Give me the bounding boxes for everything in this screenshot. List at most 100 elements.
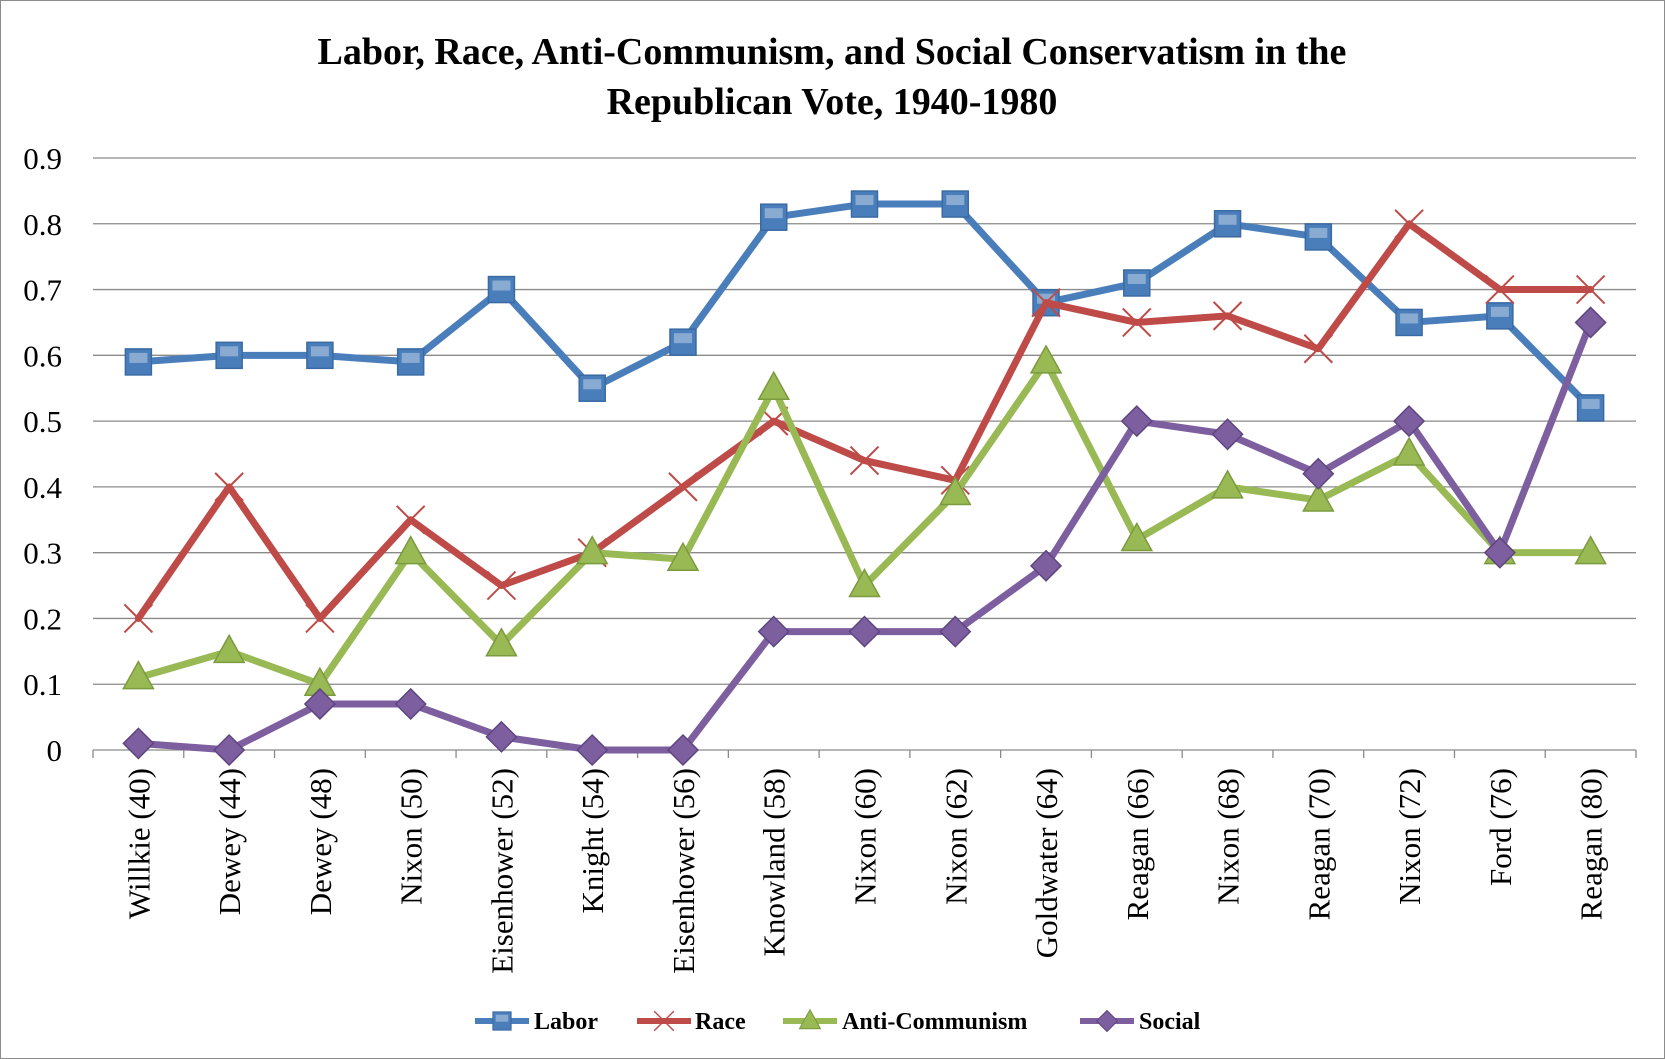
- data-point-marker: [124, 348, 153, 376]
- data-point-marker: [576, 733, 609, 767]
- series-social: [122, 306, 1607, 767]
- data-point-marker: [1211, 469, 1244, 499]
- legend-item-anti-communism: Anti-Communism: [783, 1008, 1027, 1035]
- data-point-marker: [1394, 209, 1424, 239]
- chart-title-line-1: Labor, Race, Anti-Communism, and Social …: [318, 31, 1347, 73]
- series-line: [134, 200, 1595, 412]
- data-point-marker: [1122, 307, 1152, 338]
- series-line: [134, 318, 1595, 754]
- x-tick-label: Eisenhower (52): [484, 768, 519, 974]
- data-point-marker: [1486, 302, 1514, 330]
- data-point-marker: [1120, 521, 1154, 552]
- data-point-marker: [941, 190, 970, 218]
- data-point-marker: [123, 603, 154, 634]
- data-point-marker: [492, 1011, 512, 1031]
- data-point-marker: [395, 505, 426, 535]
- data-point-marker: [938, 475, 972, 506]
- data-point-marker: [575, 535, 609, 565]
- x-tick-label: Eisenhower (56): [666, 768, 701, 974]
- legend: Labor Race Anti-Communism Social: [475, 1008, 1201, 1035]
- data-point-marker: [1485, 274, 1515, 305]
- data-point-marker: [757, 370, 791, 400]
- legend-label: Labor: [534, 1009, 598, 1035]
- x-tick-label: Reagan (70): [1301, 768, 1336, 920]
- chart-title-line-2: Republican Vote, 1940-1980: [607, 81, 1058, 123]
- data-point-marker: [1574, 306, 1607, 339]
- y-tick-label: 0.9: [23, 141, 62, 176]
- y-tick-label: 0.6: [23, 338, 62, 373]
- data-point-marker: [666, 733, 700, 767]
- data-point-marker: [1575, 274, 1606, 305]
- y-tick-label: 0.2: [23, 601, 62, 636]
- legend-marker: [1095, 1009, 1119, 1033]
- x-tick-label: Goldwater (64): [1029, 768, 1064, 958]
- data-point-marker: [653, 1010, 675, 1032]
- data-point-marker: [1031, 288, 1061, 318]
- data-point-marker: [122, 727, 155, 760]
- data-point-marker: [1576, 394, 1605, 422]
- data-point-marker: [122, 660, 155, 690]
- data-point-marker: [1123, 269, 1151, 297]
- data-point-marker: [394, 687, 427, 721]
- data-point-marker: [1393, 405, 1426, 438]
- data-point-marker: [212, 633, 246, 664]
- series-labor: [124, 190, 1605, 422]
- data-point-marker: [487, 275, 516, 304]
- y-tick-label: 0.1: [23, 667, 62, 702]
- data-point-marker: [486, 570, 517, 601]
- data-point-marker: [1029, 549, 1063, 582]
- data-point-marker: [1302, 482, 1335, 512]
- data-point-marker: [666, 541, 700, 571]
- data-point-marker: [1483, 536, 1516, 569]
- data-point-marker: [396, 348, 425, 376]
- data-point-marker: [1574, 535, 1607, 565]
- data-point-marker: [1095, 1009, 1119, 1033]
- data-point-marker: [1120, 405, 1153, 438]
- legend-item-race: Race: [637, 1009, 746, 1035]
- x-tick-label: Reagan (66): [1120, 768, 1155, 920]
- legend-label: Race: [695, 1009, 746, 1035]
- y-tick-label: 0.8: [23, 207, 62, 242]
- data-point-marker: [1304, 223, 1333, 251]
- data-series: [122, 190, 1607, 767]
- data-point-marker: [306, 341, 334, 370]
- y-tick-label: 0.3: [23, 536, 62, 571]
- legend-label: Anti-Communism: [842, 1009, 1027, 1035]
- x-tick-label: Ford (76): [1483, 768, 1518, 886]
- legend-label: Social: [1139, 1009, 1201, 1035]
- x-tick-label: Knowland (58): [757, 768, 792, 957]
- x-tick-label: Nixon (60): [848, 768, 883, 905]
- data-point-marker: [849, 445, 880, 476]
- x-tick-label: Reagan (80): [1574, 768, 1609, 920]
- y-tick-label: 0.7: [23, 273, 62, 308]
- data-point-marker: [394, 535, 427, 565]
- data-point-marker: [668, 472, 698, 502]
- data-point-marker: [1392, 436, 1426, 466]
- data-point-marker: [939, 615, 972, 648]
- gridlines: [92, 157, 1637, 758]
- data-point-marker: [1211, 418, 1244, 451]
- legend-marker: [798, 1008, 822, 1030]
- x-tick-label: Knight (54): [575, 768, 610, 914]
- x-tick-label: Dewey (44): [212, 768, 247, 915]
- data-point-marker: [798, 1008, 822, 1030]
- data-point-marker: [578, 374, 606, 402]
- data-point-marker: [1302, 457, 1335, 490]
- data-point-marker: [213, 733, 246, 767]
- legend-item-social: Social: [1080, 1009, 1201, 1035]
- legend-marker: [492, 1011, 512, 1031]
- data-point-marker: [1212, 301, 1243, 331]
- x-tick-label: Nixon (68): [1211, 768, 1246, 905]
- y-axis-tick-labels: 0 0.1 0.2 0.3 0.4 0.5 0.6 0.7 0.8 0.9: [23, 141, 62, 768]
- x-tick-label: Willkie (40): [121, 768, 156, 919]
- data-point-marker: [1395, 308, 1423, 337]
- y-tick-label: 0.5: [23, 404, 62, 439]
- x-tick-label: Dewey (48): [303, 768, 338, 915]
- data-point-marker: [759, 203, 788, 231]
- data-point-marker: [1213, 210, 1242, 238]
- data-point-marker: [485, 720, 518, 753]
- data-point-marker: [757, 615, 790, 648]
- legend-marker: [653, 1010, 675, 1032]
- data-point-marker: [848, 615, 881, 648]
